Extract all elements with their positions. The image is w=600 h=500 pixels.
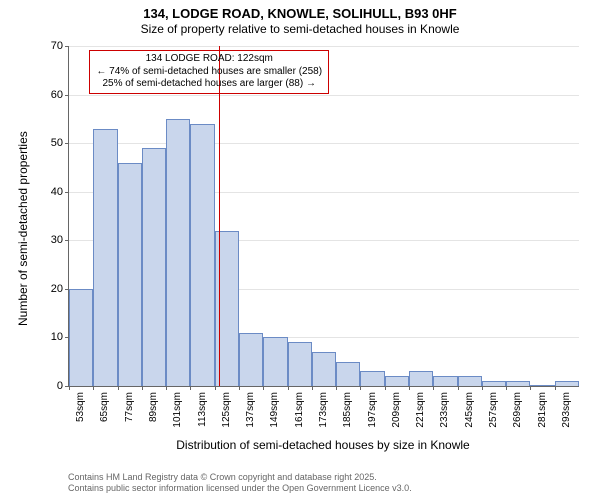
- xtick-mark: [239, 386, 240, 390]
- histogram-bar: [433, 376, 457, 386]
- annotation-line: 134 LODGE ROAD: 122sqm: [96, 53, 322, 66]
- histogram-bar: [166, 119, 190, 386]
- histogram-bar: [385, 376, 409, 386]
- footer-line-1: Contains HM Land Registry data © Crown c…: [68, 472, 412, 483]
- ytick-label: 70: [51, 40, 63, 52]
- page-subtitle: Size of property relative to semi-detach…: [0, 22, 600, 36]
- histogram-bar: [506, 381, 530, 386]
- x-axis-label: Distribution of semi-detached houses by …: [68, 438, 578, 452]
- footer-line-2: Contains public sector information licen…: [68, 483, 412, 494]
- xtick-label: 137sqm: [245, 392, 256, 428]
- histogram-bar: [409, 371, 433, 386]
- histogram-bar: [482, 381, 506, 386]
- xtick-label: 113sqm: [197, 392, 208, 427]
- xtick-mark: [166, 386, 167, 390]
- ytick-label: 40: [51, 186, 63, 198]
- ytick-label: 20: [51, 283, 63, 295]
- annotation-line: 25% of semi-detached houses are larger (…: [96, 78, 322, 91]
- ytick-label: 50: [51, 137, 63, 149]
- xtick-label: 77sqm: [124, 392, 135, 422]
- xtick-mark: [458, 386, 459, 390]
- xtick-mark: [69, 386, 70, 390]
- xtick-mark: [336, 386, 337, 390]
- xtick-label: 65sqm: [99, 392, 110, 422]
- xtick-mark: [118, 386, 119, 390]
- footer-attribution: Contains HM Land Registry data © Crown c…: [68, 472, 412, 495]
- xtick-label: 197sqm: [367, 392, 378, 428]
- ytick-mark: [65, 95, 69, 96]
- histogram-bar: [239, 333, 263, 386]
- xtick-mark: [142, 386, 143, 390]
- ytick-label: 60: [51, 89, 63, 101]
- gridline: [69, 46, 579, 47]
- histogram-bar: [336, 362, 360, 386]
- xtick-label: 293sqm: [561, 392, 572, 428]
- xtick-mark: [263, 386, 264, 390]
- xtick-mark: [312, 386, 313, 390]
- xtick-mark: [506, 386, 507, 390]
- xtick-mark: [482, 386, 483, 390]
- xtick-label: 101sqm: [172, 392, 183, 428]
- xtick-mark: [93, 386, 94, 390]
- xtick-label: 149sqm: [269, 392, 280, 428]
- ytick-mark: [65, 192, 69, 193]
- xtick-label: 281sqm: [537, 392, 548, 428]
- histogram-bar: [215, 231, 239, 386]
- xtick-label: 269sqm: [512, 392, 523, 428]
- histogram-plot: 01020304050607053sqm65sqm77sqm89sqm101sq…: [68, 46, 579, 387]
- xtick-mark: [190, 386, 191, 390]
- histogram-bar: [190, 124, 214, 386]
- histogram-bar: [142, 148, 166, 386]
- xtick-mark: [288, 386, 289, 390]
- histogram-bar: [288, 342, 312, 386]
- xtick-mark: [385, 386, 386, 390]
- ytick-mark: [65, 240, 69, 241]
- xtick-label: 221sqm: [415, 392, 426, 428]
- histogram-bar: [69, 289, 93, 386]
- histogram-bar: [93, 129, 117, 386]
- xtick-mark: [215, 386, 216, 390]
- xtick-label: 173sqm: [318, 392, 329, 428]
- annotation-box: 134 LODGE ROAD: 122sqm← 74% of semi-deta…: [89, 50, 329, 94]
- histogram-bar: [530, 385, 554, 386]
- page-title: 134, LODGE ROAD, KNOWLE, SOLIHULL, B93 0…: [0, 0, 600, 21]
- histogram-bar: [360, 371, 384, 386]
- histogram-bar: [458, 376, 482, 386]
- histogram-bar: [312, 352, 336, 386]
- xtick-mark: [433, 386, 434, 390]
- ytick-label: 10: [51, 331, 63, 343]
- xtick-label: 89sqm: [148, 392, 159, 422]
- gridline: [69, 143, 579, 144]
- gridline: [69, 95, 579, 96]
- xtick-label: 209sqm: [391, 392, 402, 428]
- xtick-mark: [360, 386, 361, 390]
- property-marker-line: [219, 46, 220, 386]
- xtick-label: 161sqm: [294, 392, 305, 428]
- xtick-label: 257sqm: [488, 392, 499, 428]
- histogram-bar: [555, 381, 579, 386]
- ytick-label: 30: [51, 234, 63, 246]
- y-axis-label: Number of semi-detached properties: [16, 131, 30, 326]
- ytick-mark: [65, 143, 69, 144]
- ytick-label: 0: [57, 380, 63, 392]
- xtick-mark: [530, 386, 531, 390]
- annotation-line: ← 74% of semi-detached houses are smalle…: [96, 66, 322, 79]
- xtick-label: 233sqm: [439, 392, 450, 428]
- xtick-label: 53sqm: [75, 392, 86, 422]
- histogram-bar: [118, 163, 142, 386]
- xtick-mark: [409, 386, 410, 390]
- xtick-label: 185sqm: [342, 392, 353, 428]
- xtick-label: 125sqm: [221, 392, 232, 428]
- ytick-mark: [65, 46, 69, 47]
- xtick-mark: [555, 386, 556, 390]
- histogram-bar: [263, 337, 287, 386]
- xtick-label: 245sqm: [464, 392, 475, 428]
